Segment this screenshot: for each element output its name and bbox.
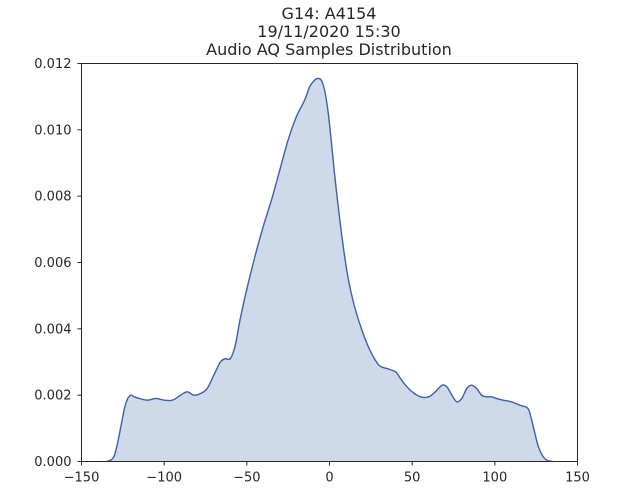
y-tick-label: 0.006 bbox=[34, 256, 71, 271]
chart-title-line-1: G14: A4154 bbox=[282, 4, 377, 23]
x-tick-label: 100 bbox=[482, 471, 507, 486]
x-tick-label: −100 bbox=[146, 471, 182, 486]
x-tick-label: 0 bbox=[325, 471, 333, 486]
x-tick-label: 50 bbox=[404, 471, 421, 486]
y-axis: 0.000 0.002 0.004 0.006 0.008 0.010 0.012 bbox=[34, 57, 82, 470]
chart-title-line-2: 19/11/2020 15:30 bbox=[257, 22, 400, 41]
density-curve-line bbox=[106, 77, 553, 463]
axes-frame bbox=[81, 63, 578, 462]
plot-area bbox=[106, 77, 553, 463]
chart-title-line-3: Audio AQ Samples Distribution bbox=[206, 40, 452, 59]
y-tick-label: 0.010 bbox=[34, 123, 71, 138]
y-tick-label: 0.002 bbox=[34, 389, 71, 404]
y-tick-label: 0.004 bbox=[34, 322, 71, 337]
x-axis: −150 −100 −50 0 50 100 150 bbox=[64, 461, 590, 486]
x-tick-label: −50 bbox=[233, 471, 260, 486]
y-tick-label: 0.000 bbox=[34, 455, 71, 470]
density-area-fill bbox=[106, 78, 553, 462]
y-tick-label: 0.012 bbox=[34, 57, 71, 72]
x-tick-label: 150 bbox=[565, 471, 590, 486]
y-tick-label: 0.008 bbox=[34, 190, 71, 205]
x-tick-label: −150 bbox=[64, 471, 100, 486]
